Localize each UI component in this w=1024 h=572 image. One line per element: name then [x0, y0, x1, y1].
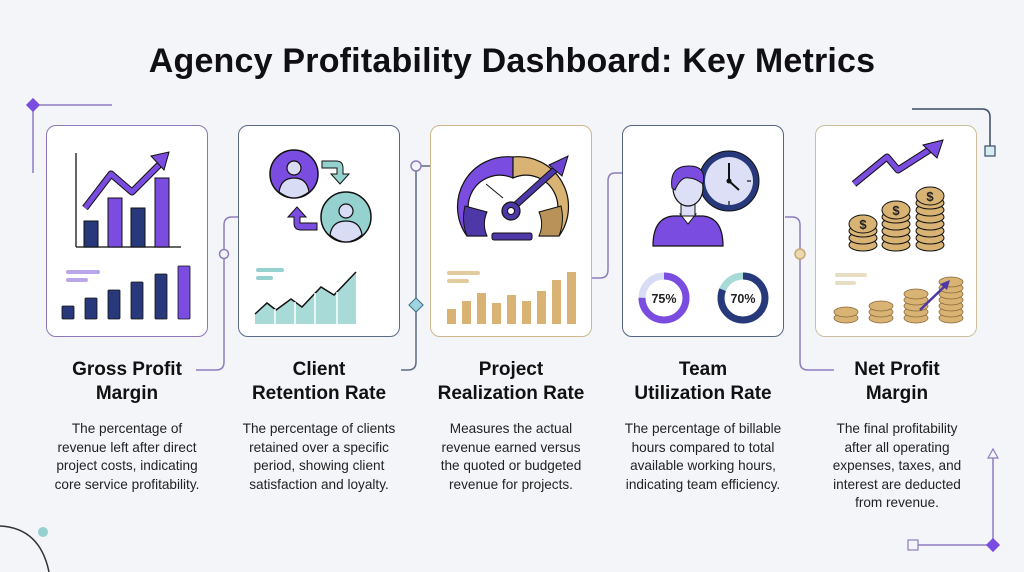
metric-gross-profit-margin: Gross Profit Margin The percentage of rev… — [32, 358, 222, 494]
card-project-realization-rate — [430, 125, 592, 337]
metric-description: Measures the actual revenue earned versu… — [440, 421, 582, 492]
person-clock-icon: 75% 70% — [638, 150, 769, 324]
card-net-profit-margin: $ $ $ — [815, 125, 977, 337]
svg-text:$: $ — [859, 217, 867, 232]
metric-description: The final profitability after all operat… — [832, 421, 962, 511]
metric-net-profit-margin: Net Profit Margin The final profitability… — [802, 358, 992, 513]
card-team-utilization-rate: 75% 70% — [622, 125, 784, 337]
bar-chart-trend-up-icon — [61, 151, 191, 320]
client-cycle-icon — [254, 149, 372, 324]
metric-description: The percentage of clients retained over … — [242, 421, 396, 492]
metric-title: Client Retention Rate — [251, 359, 387, 404]
svg-text:$: $ — [892, 203, 900, 218]
metric-team-utilization-rate: Team Utilization Rate The percentage of b… — [608, 358, 798, 494]
card-gross-profit-margin — [46, 125, 208, 337]
coin-stacks-growth-icon: $ $ $ — [833, 139, 964, 324]
metric-project-realization-rate: Project Realization Rate Measures the act… — [416, 358, 606, 494]
metric-client-retention-rate: Client Retention Rate The percentage of c… — [224, 358, 414, 494]
donut-70-label: 70% — [730, 292, 755, 306]
donut-75: 75% — [638, 272, 690, 324]
speedometer-gauge-icon — [447, 155, 576, 324]
svg-text:$: $ — [926, 189, 934, 204]
metric-title: Gross Profit Margin — [72, 359, 182, 404]
metric-title: Team Utilization Rate — [634, 359, 772, 404]
metric-title: Net Profit Margin — [854, 359, 940, 404]
donut-70: 70% — [717, 272, 769, 324]
donut-75-label: 75% — [651, 292, 676, 306]
page-title: Agency Profitability Dashboard: Key Metr… — [148, 42, 876, 80]
card-client-retention-rate — [238, 125, 400, 337]
metric-description: The percentage of revenue left after dir… — [54, 421, 200, 492]
metric-description: The percentage of billable hours compare… — [624, 421, 782, 492]
diamond-marker-icon — [25, 97, 41, 113]
metric-title: Project Realization Rate — [437, 359, 585, 404]
